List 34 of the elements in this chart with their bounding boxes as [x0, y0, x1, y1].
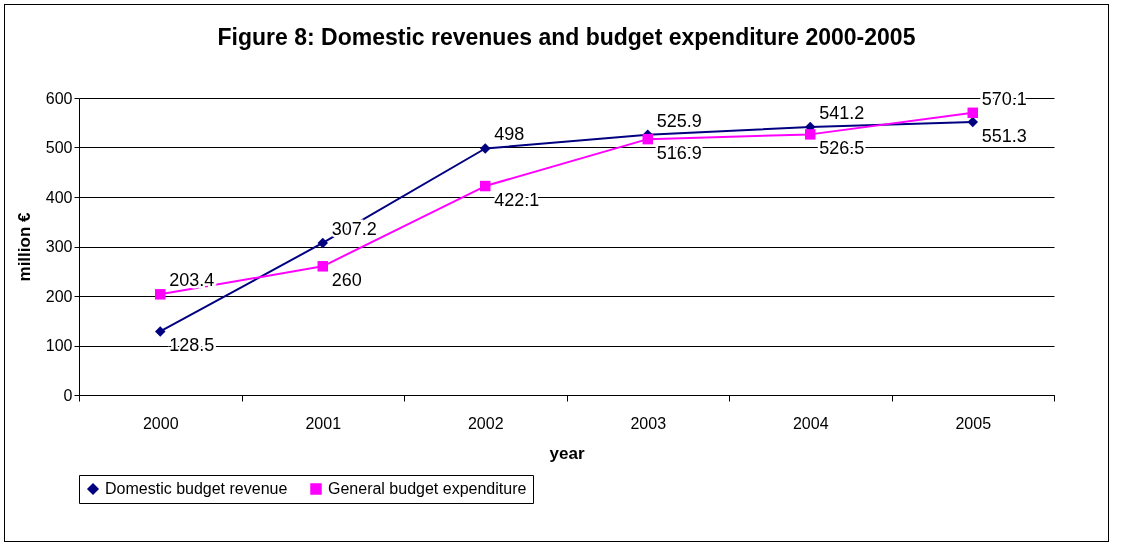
x-tick-label: 2005	[955, 414, 992, 432]
point	[805, 129, 816, 140]
point	[480, 180, 491, 192]
y-tick-label: 400	[45, 188, 73, 206]
point	[155, 289, 166, 300]
point	[967, 107, 978, 119]
legend-label: General budget expenditure	[328, 480, 527, 497]
y-tick-label: 500	[45, 139, 73, 156]
point	[155, 326, 166, 337]
data-label: 525.9	[656, 110, 702, 131]
x-axis-title: year	[549, 443, 585, 463]
data-label: 551.3	[981, 126, 1027, 147]
y-tick-label: 100	[45, 337, 73, 354]
y-tick-label: 200	[45, 287, 73, 305]
point	[317, 237, 328, 249]
legend-label: Domestic budget revenue	[105, 480, 288, 497]
y-tick-label: 300	[45, 238, 73, 255]
data-label: 541.2	[819, 103, 865, 124]
x-tick-label: 2002	[467, 414, 504, 432]
point	[480, 143, 491, 154]
data-label: 260	[331, 270, 362, 291]
x-tick-label: 2000	[142, 414, 179, 432]
y-tick-label: 0	[63, 386, 73, 404]
y-axis-title: million €	[14, 211, 34, 282]
x-tick-label: 2003	[630, 414, 667, 432]
data-label: 498	[494, 124, 525, 145]
data-label: 516.9	[656, 143, 702, 164]
x-tick-label: 2004	[792, 414, 829, 432]
data-label: 203.4	[169, 270, 215, 291]
y-tick-label: 600	[45, 89, 73, 107]
chart-title: Figure 8: Domestic revenues and budget expenditure 2000-2005	[217, 24, 916, 50]
x-tick-label: 2001	[305, 414, 342, 432]
point	[642, 133, 653, 145]
point	[317, 261, 328, 272]
